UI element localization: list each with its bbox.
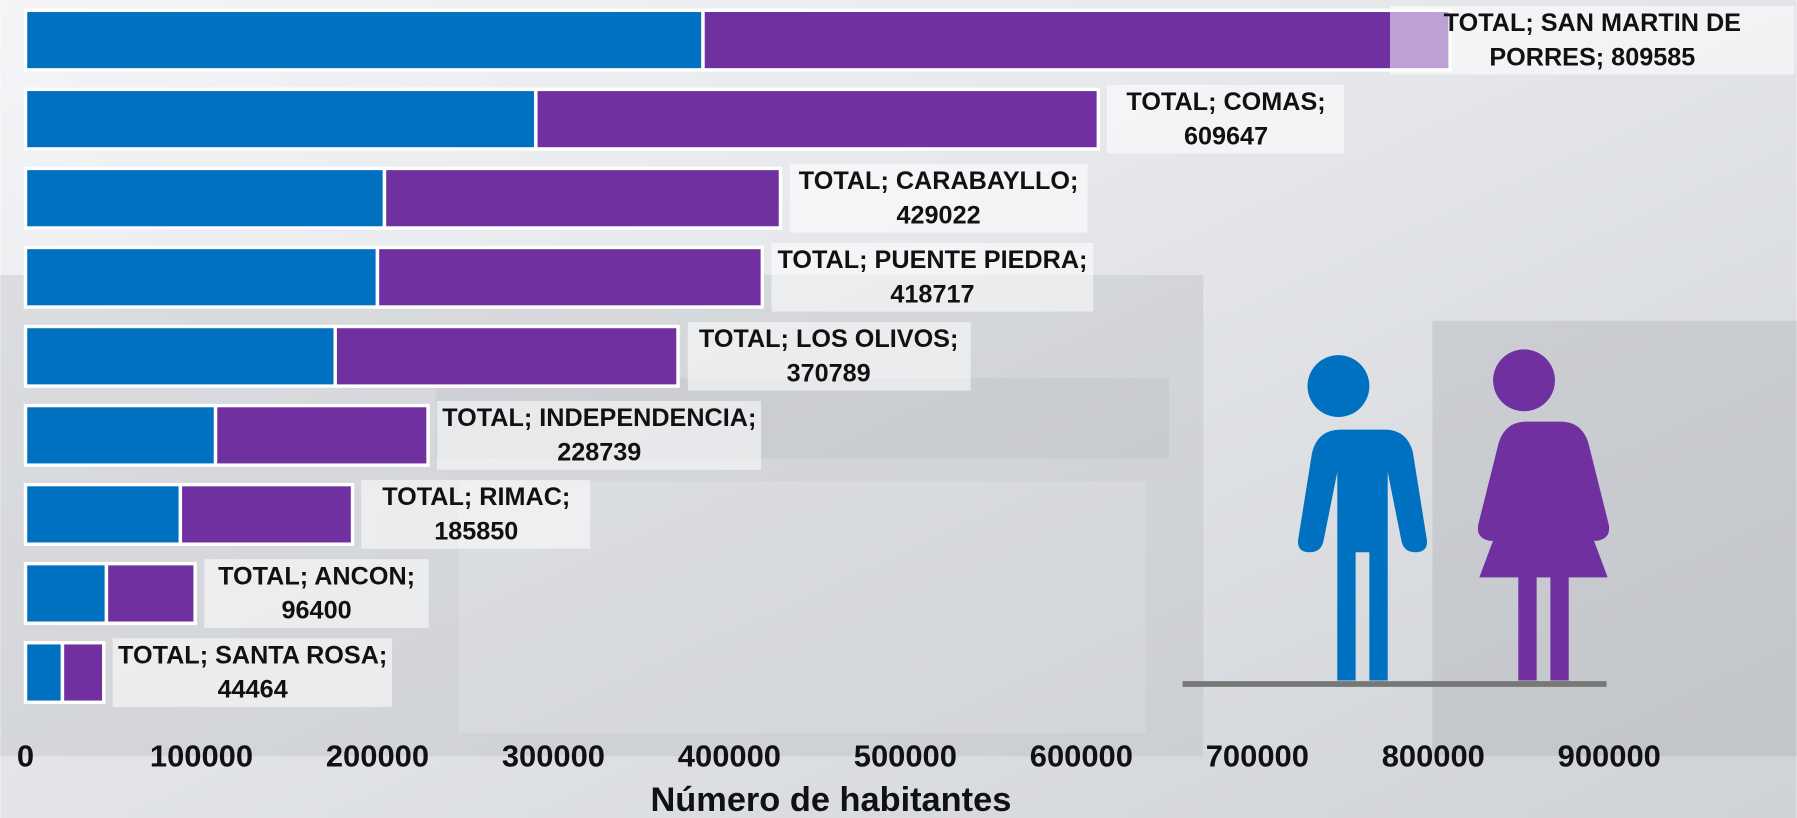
bar-segment	[23, 403, 218, 467]
bar-segment	[23, 87, 538, 151]
total-label: TOTAL; INDEPENDENCIA; 228739	[437, 400, 762, 470]
x-tick-label: 0	[17, 739, 34, 774]
total-label-box: TOTAL; PUENTE PIEDRA; 418717	[771, 242, 1094, 312]
total-label-box: TOTAL; RIMAC; 185850	[361, 480, 591, 549]
total-label-box: TOTAL; CARABAYLLO; 429022	[789, 163, 1088, 233]
bar-segment	[23, 482, 183, 546]
total-label: TOTAL; CARABAYLLO; 429022	[789, 163, 1088, 233]
x-tick-label: 900000	[1558, 739, 1661, 774]
people-icon	[1182, 349, 1610, 687]
bar-segment	[375, 245, 765, 309]
x-tick-label: 200000	[326, 739, 429, 774]
bar-segment	[23, 245, 380, 309]
total-label: TOTAL; LOS OLIVOS; 370789	[687, 321, 971, 391]
x-tick-label: 500000	[854, 739, 957, 774]
x-tick-label: 300000	[502, 739, 605, 774]
x-tick-label: 700000	[1206, 739, 1309, 774]
total-label-box: TOTAL; SANTA ROSA; 44464	[112, 638, 393, 707]
bar-segment	[60, 640, 106, 705]
total-label-box: TOTAL; LOS OLIVOS; 370789	[687, 321, 971, 391]
x-tick-label: 100000	[150, 739, 253, 774]
bar-segment	[23, 166, 387, 230]
bar-segment	[534, 87, 1101, 151]
bar-segment	[213, 403, 430, 467]
x-tick-label: 400000	[678, 739, 781, 774]
total-label: TOTAL; PUENTE PIEDRA; 418717	[771, 242, 1094, 312]
bar-segment	[104, 561, 197, 625]
x-tick-label: 800000	[1382, 739, 1485, 774]
bar-segment	[382, 166, 783, 230]
bar-segment	[333, 324, 680, 388]
x-axis-title: Número de habitantes	[650, 781, 1011, 818]
bar-segment	[23, 561, 109, 625]
x-tick-label: 600000	[1030, 739, 1133, 774]
total-label-box: TOTAL; INDEPENDENCIA; 228739	[437, 400, 762, 470]
bar-segment	[23, 640, 65, 705]
total-label: TOTAL; ANCON; 96400	[204, 559, 429, 628]
total-label: TOTAL; SAN MARTIN DE PORRES; 809585	[1390, 5, 1795, 75]
total-label: TOTAL; RIMAC; 185850	[361, 480, 591, 549]
bar-segment	[23, 8, 705, 72]
total-label-box: TOTAL; SAN MARTIN DE PORRES; 809585	[1390, 5, 1795, 75]
bar-segment	[178, 482, 355, 546]
total-label: TOTAL; SANTA ROSA; 44464	[112, 638, 393, 707]
total-label: TOTAL; COMAS; 609647	[1107, 84, 1345, 154]
bar-segment	[701, 8, 1452, 72]
total-label-box: TOTAL; ANCON; 96400	[204, 559, 429, 628]
total-label-box: TOTAL; COMAS; 609647	[1107, 84, 1345, 154]
bar-segment	[23, 324, 337, 388]
